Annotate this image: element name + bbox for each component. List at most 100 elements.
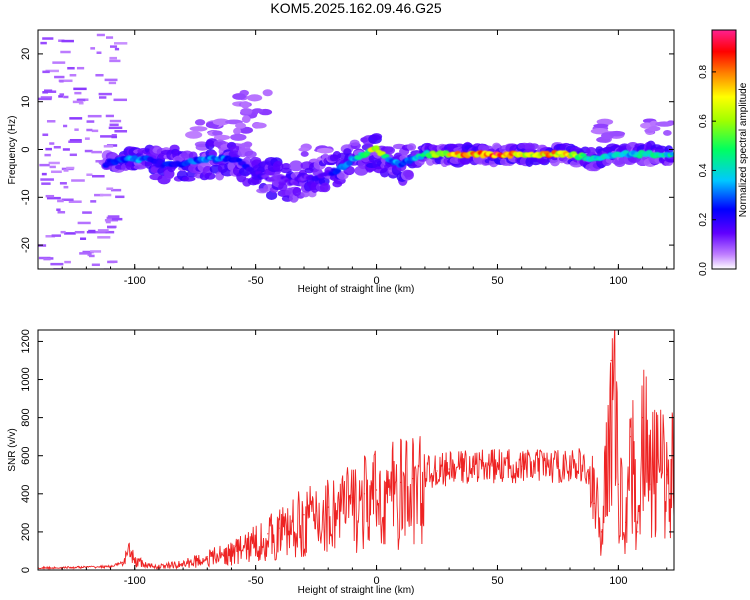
noise-cell [40,41,47,45]
snr-data-point [129,550,131,552]
spectrogram-y-ticks: -20 -10 0 10 20 [20,48,674,253]
spectrogram-y-axis-label: Frequency (Hz) [7,116,18,185]
snr-data-point [230,550,233,552]
snr-data-point [649,483,651,485]
colorbar-ticks: 0.0 0.2 0.4 0.6 0.8 [698,64,716,276]
noise-cell [49,165,56,169]
spectrogram-x-ticks: -100 -50 0 50 100 [37,30,668,287]
spectrogram-heatmap [38,33,674,269]
x-tick-label: 50 [491,575,503,587]
snr-data-point [569,465,571,467]
ridge-halo-cell [289,160,304,172]
noise-cell [58,39,65,42]
noise-cell [232,93,247,100]
noise-cell [103,145,114,148]
snr-data-point [448,468,450,470]
noise-cell [212,118,230,126]
y-tick-label: 10 [20,96,32,108]
snr-data-point [182,562,184,564]
noise-cell [233,127,242,135]
noise-cell [52,61,66,64]
noise-cell [45,69,59,73]
snr-data-point [351,497,353,499]
snr-y-ticks: 0 200 400 600 800 1000 1200 [20,329,674,573]
noise-cell [58,95,63,98]
y-tick-label: 0 [20,146,32,152]
noise-cell [56,208,61,212]
noise-cell [99,193,112,197]
noise-cell [185,131,203,139]
snr-data-point [375,489,378,491]
noise-cell [105,230,115,234]
noise-cell [96,51,102,54]
snr-data-point [363,493,366,495]
y-tick-label: -10 [20,189,32,205]
ridge-halo-cell [529,143,540,150]
noise-cell [82,211,92,214]
noise-cell [51,234,62,237]
y-tick-label: 200 [20,523,32,541]
noise-cell [69,117,83,120]
snr-data-point [412,477,414,480]
noise-cell [63,185,69,189]
noise-cell [60,50,71,54]
snr-data-point [146,564,148,566]
noise-cell [87,114,102,118]
noise-cell [74,128,79,131]
ridge-cell [292,180,299,186]
noise-cell [74,230,85,234]
ridge-halo-cell [384,146,396,155]
ridge-halo-cell [319,182,331,193]
colorbar-gradient [711,29,737,270]
noise-cell [63,169,69,172]
noise-cell [106,216,120,220]
noise-cell [72,100,83,104]
noise-cell [41,182,51,185]
noise-cell [69,138,82,142]
noise-cell [73,87,87,91]
colorbar-tick-label: 0.4 [698,163,709,177]
noise-cell [69,73,77,77]
noise-cell [593,123,609,128]
snr-data-point [327,506,329,508]
noise-cell [43,257,51,261]
noise-cell [91,129,99,133]
ridge-cell [373,145,380,151]
noise-cell [82,250,94,254]
noise-cell [109,260,118,264]
noise-cell [90,250,102,253]
ridge-cell [346,160,353,166]
snr-data-point [400,481,402,483]
snr-data-point [605,474,607,476]
snr-series-line [38,330,674,570]
snr-data-point [641,417,644,419]
snr-data-point [629,436,632,438]
snr-data-point [637,531,639,533]
noise-cell [90,47,96,50]
ridge-cell [379,151,386,156]
noise-cell [109,56,118,60]
noise-cell [262,89,273,97]
noise-cell [61,198,74,202]
y-tick-label: 0 [20,567,32,573]
snr-data-point [533,465,535,467]
noise-cell [95,230,107,234]
y-tick-label: -20 [20,237,32,253]
noise-cell [240,108,253,115]
noise-cell [86,120,95,123]
noise-cell [241,115,251,124]
snr-data-point [654,470,656,472]
noise-cell [48,161,60,165]
noise-cell [247,94,263,102]
colorbar-tick-label: 0.0 [698,262,709,276]
x-tick-label: 100 [609,575,627,587]
noise-cell [58,79,73,83]
noise-cell [41,172,47,176]
noise-cell [44,153,51,157]
noise-cell [107,215,120,218]
noise-cell [46,120,56,123]
snr-data-point [206,556,208,558]
noise-cell [648,125,661,132]
noise-cell [40,96,53,99]
